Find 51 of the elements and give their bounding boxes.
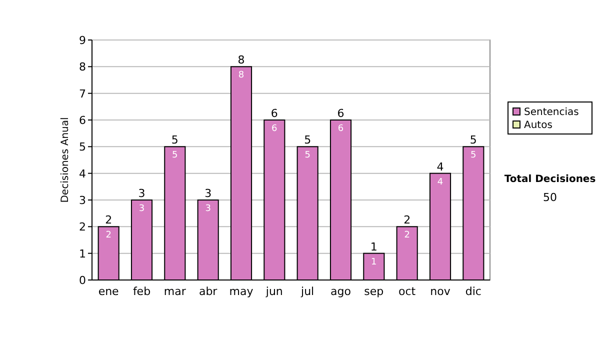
x-tick-label: feb	[132, 285, 151, 298]
text: 50	[543, 191, 557, 204]
data-label: 1	[371, 257, 377, 268]
legend-label: Autos	[524, 120, 552, 131]
total-label: 5	[171, 134, 178, 147]
data-label: 2	[404, 230, 410, 241]
data-label: 8	[238, 70, 244, 81]
y-tick-label: 2	[79, 220, 86, 234]
y-tick-label: 1	[79, 247, 86, 260]
data-label: 5	[304, 150, 310, 161]
x-tick-label: sep	[364, 285, 384, 298]
y-tick-label: 4	[79, 167, 86, 180]
total-label: 3	[138, 187, 146, 200]
total-label: 5	[470, 134, 477, 147]
legend-label: Sentencias	[524, 107, 579, 118]
data-label: 3	[205, 204, 211, 214]
x-tick-label: abr	[198, 285, 218, 298]
x-tick-label: ago	[330, 285, 352, 298]
y-tick-label: 8	[79, 60, 86, 74]
total-label: 8	[238, 54, 245, 67]
total-label: 3	[204, 187, 212, 200]
y-tick-label: 5	[79, 140, 86, 154]
total-label: 6	[270, 107, 278, 120]
total-label: 2	[105, 214, 112, 227]
x-tick-label: nov	[430, 285, 451, 298]
text: Total Decisiones	[504, 174, 596, 185]
y-tick-label: 3	[79, 194, 86, 207]
data-label: 3	[138, 204, 145, 214]
data-label: 4	[437, 177, 444, 188]
x-tick-label: oct	[398, 285, 416, 298]
data-label: 2	[106, 230, 112, 241]
total-label: 4	[436, 160, 444, 174]
total-label: 1	[370, 240, 378, 254]
y-tick-label: 9	[79, 34, 86, 47]
total-label: 2	[404, 214, 411, 227]
x-tick-label: may	[229, 285, 254, 298]
x-tick-label: jun	[264, 285, 283, 298]
x-tick-label: ene	[98, 285, 120, 298]
total-label: 5	[304, 134, 312, 147]
total-label: 6	[337, 107, 344, 120]
y-axis-title: Decisiones Anual	[60, 117, 71, 203]
x-tick-label: jul	[300, 285, 314, 298]
y-tick-label: 6	[79, 114, 86, 127]
y-tick-label: 7	[79, 87, 86, 100]
data-label: 6	[338, 124, 344, 134]
data-label: 6	[272, 124, 278, 134]
x-tick-label: dic	[465, 285, 482, 298]
data-label: 5	[172, 150, 178, 161]
y-tick-label: 0	[79, 274, 86, 287]
data-label: 5	[470, 150, 476, 161]
x-tick-label: mar	[164, 285, 186, 298]
